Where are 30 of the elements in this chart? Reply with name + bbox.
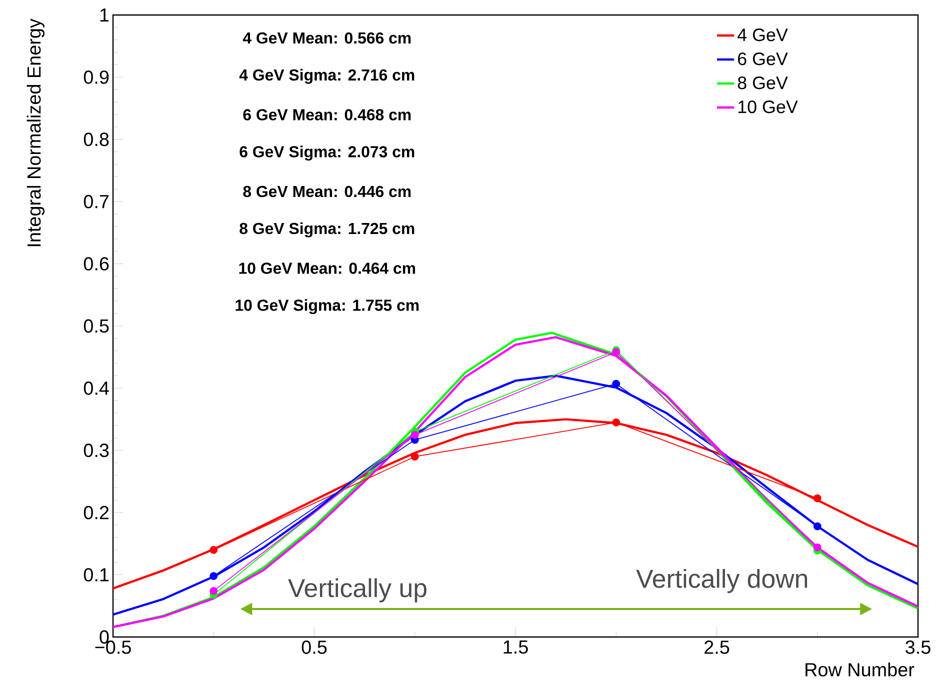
annotation: 8 GeV Sigma: 1.725 cm — [240, 222, 414, 238]
annotation: Vertically up — [288, 578, 426, 602]
x-tick-label: 2.5 — [704, 640, 730, 654]
x-tick-label: 0.5 — [302, 640, 327, 654]
y-tick-label: 0.4 — [84, 381, 109, 395]
y-tick-label: 0.5 — [84, 319, 109, 333]
annotation: 10 GeV Sigma: 1.755 cm — [236, 299, 419, 314]
x-tick-label: 3.5 — [906, 640, 930, 654]
y-tick-label: 0.7 — [84, 194, 109, 208]
y-tick-label: 0.6 — [84, 257, 109, 270]
legend-label: 4 GeV — [738, 28, 788, 42]
annotation: 6 GeV Mean: 0.468 cm — [243, 109, 411, 120]
annotation: 4 GeV Sigma: 2.716 cm — [239, 68, 414, 84]
legend-label: 8 GeV — [738, 76, 788, 90]
legend-label: 10 GeV — [738, 100, 798, 114]
annotation: 10 GeV Mean: 0.464 cm — [239, 262, 416, 274]
legend-label: 6 GeV — [738, 52, 788, 66]
annotation: Vertically down — [636, 568, 808, 594]
annotation: 6 GeV Sigma: 2.073 cm — [240, 146, 414, 161]
annotation: 4 GeV Mean: 0.566 cm — [242, 32, 411, 44]
y-tick-label: 0.2 — [84, 506, 109, 520]
y-tick-label: 1 — [100, 8, 109, 22]
y-axis-title: Integral Normalized Energy — [26, 18, 44, 246]
x-tick-label: 1.5 — [504, 640, 528, 654]
y-tick-label: 0.9 — [84, 70, 109, 84]
y-tick-label: 0.3 — [84, 444, 109, 458]
x-axis-title: Row Number — [806, 662, 914, 676]
y-tick-label: 0.8 — [84, 132, 109, 146]
annotation: 8 GeV Mean: 0.446 cm — [243, 186, 411, 198]
y-tick-label: 0.1 — [84, 568, 109, 582]
